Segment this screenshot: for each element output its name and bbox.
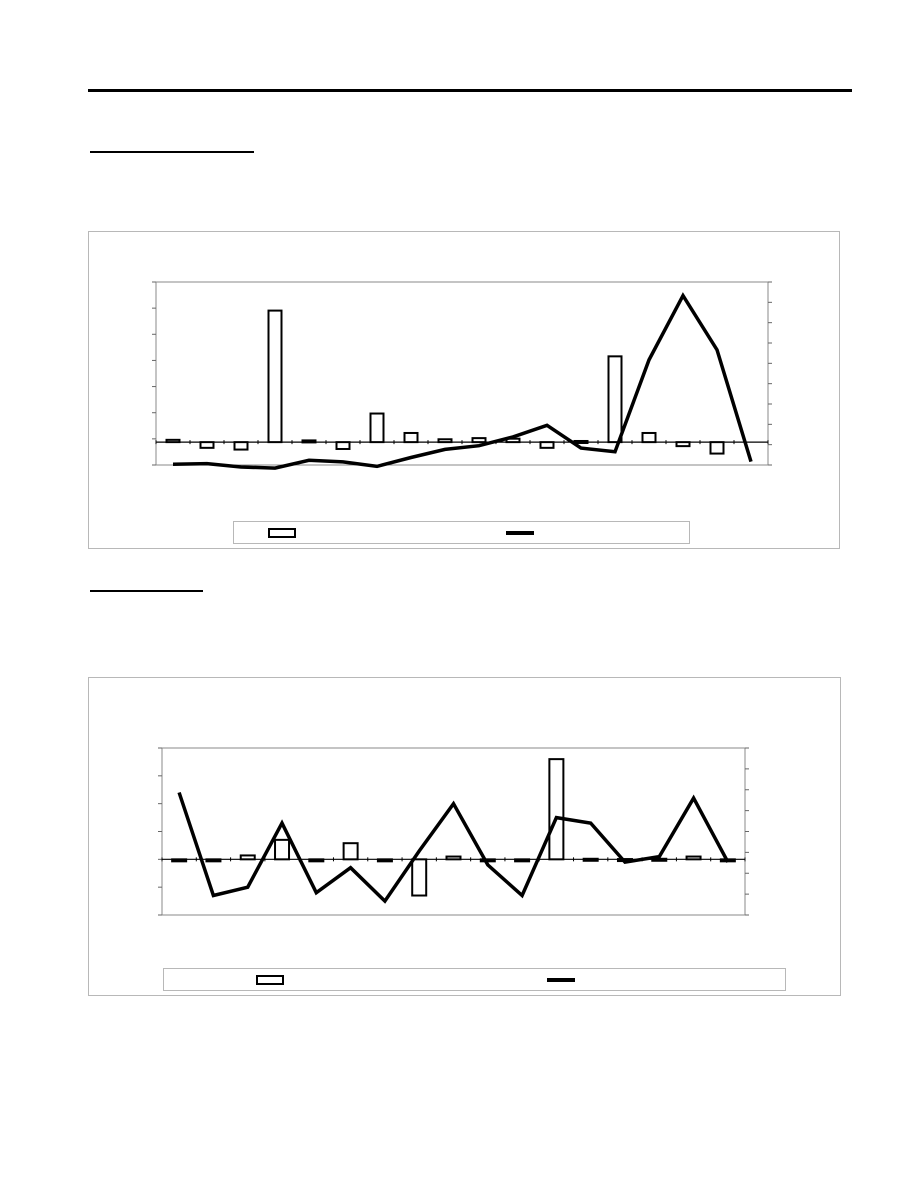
bar	[685, 855, 702, 861]
bar	[301, 439, 317, 444]
section-heading-underline-1	[90, 151, 254, 153]
bar	[437, 438, 453, 444]
bar	[205, 858, 222, 863]
bar	[369, 412, 385, 444]
bar	[239, 854, 256, 861]
bar	[267, 309, 283, 444]
plot-area-frame	[161, 747, 746, 916]
bar	[709, 441, 725, 455]
bar	[445, 855, 462, 861]
series-line	[172, 292, 753, 470]
bar	[233, 441, 249, 451]
section-heading-underline-2	[90, 590, 203, 592]
bar	[548, 758, 565, 861]
bar	[308, 858, 325, 863]
bar	[539, 441, 555, 449]
series-line	[177, 791, 730, 904]
bar	[199, 441, 215, 449]
bar	[411, 858, 428, 897]
chart-2	[88, 677, 841, 996]
legend-bar-swatch	[256, 975, 284, 985]
legend-line-swatch	[506, 531, 534, 535]
chart-1-plot	[152, 281, 772, 470]
chart-1-legend	[233, 521, 690, 544]
bar	[573, 439, 589, 444]
bar	[403, 431, 419, 444]
bar	[335, 441, 351, 450]
bar	[342, 842, 359, 861]
bar	[582, 857, 599, 862]
legend-line-swatch	[547, 978, 575, 982]
bar	[514, 858, 531, 863]
bar	[274, 838, 291, 861]
chart-2-legend	[163, 968, 786, 991]
bar	[471, 437, 487, 444]
top-rule	[88, 89, 852, 92]
chart-2-plot	[158, 747, 749, 916]
chart-1	[88, 231, 840, 549]
bar	[171, 858, 188, 863]
bar	[651, 857, 668, 862]
bar	[165, 438, 181, 444]
plot-area-frame	[155, 281, 769, 466]
legend-bar-swatch	[268, 528, 296, 538]
bar	[675, 441, 691, 448]
bar	[607, 355, 623, 444]
bar	[641, 431, 657, 444]
bar	[376, 858, 393, 863]
